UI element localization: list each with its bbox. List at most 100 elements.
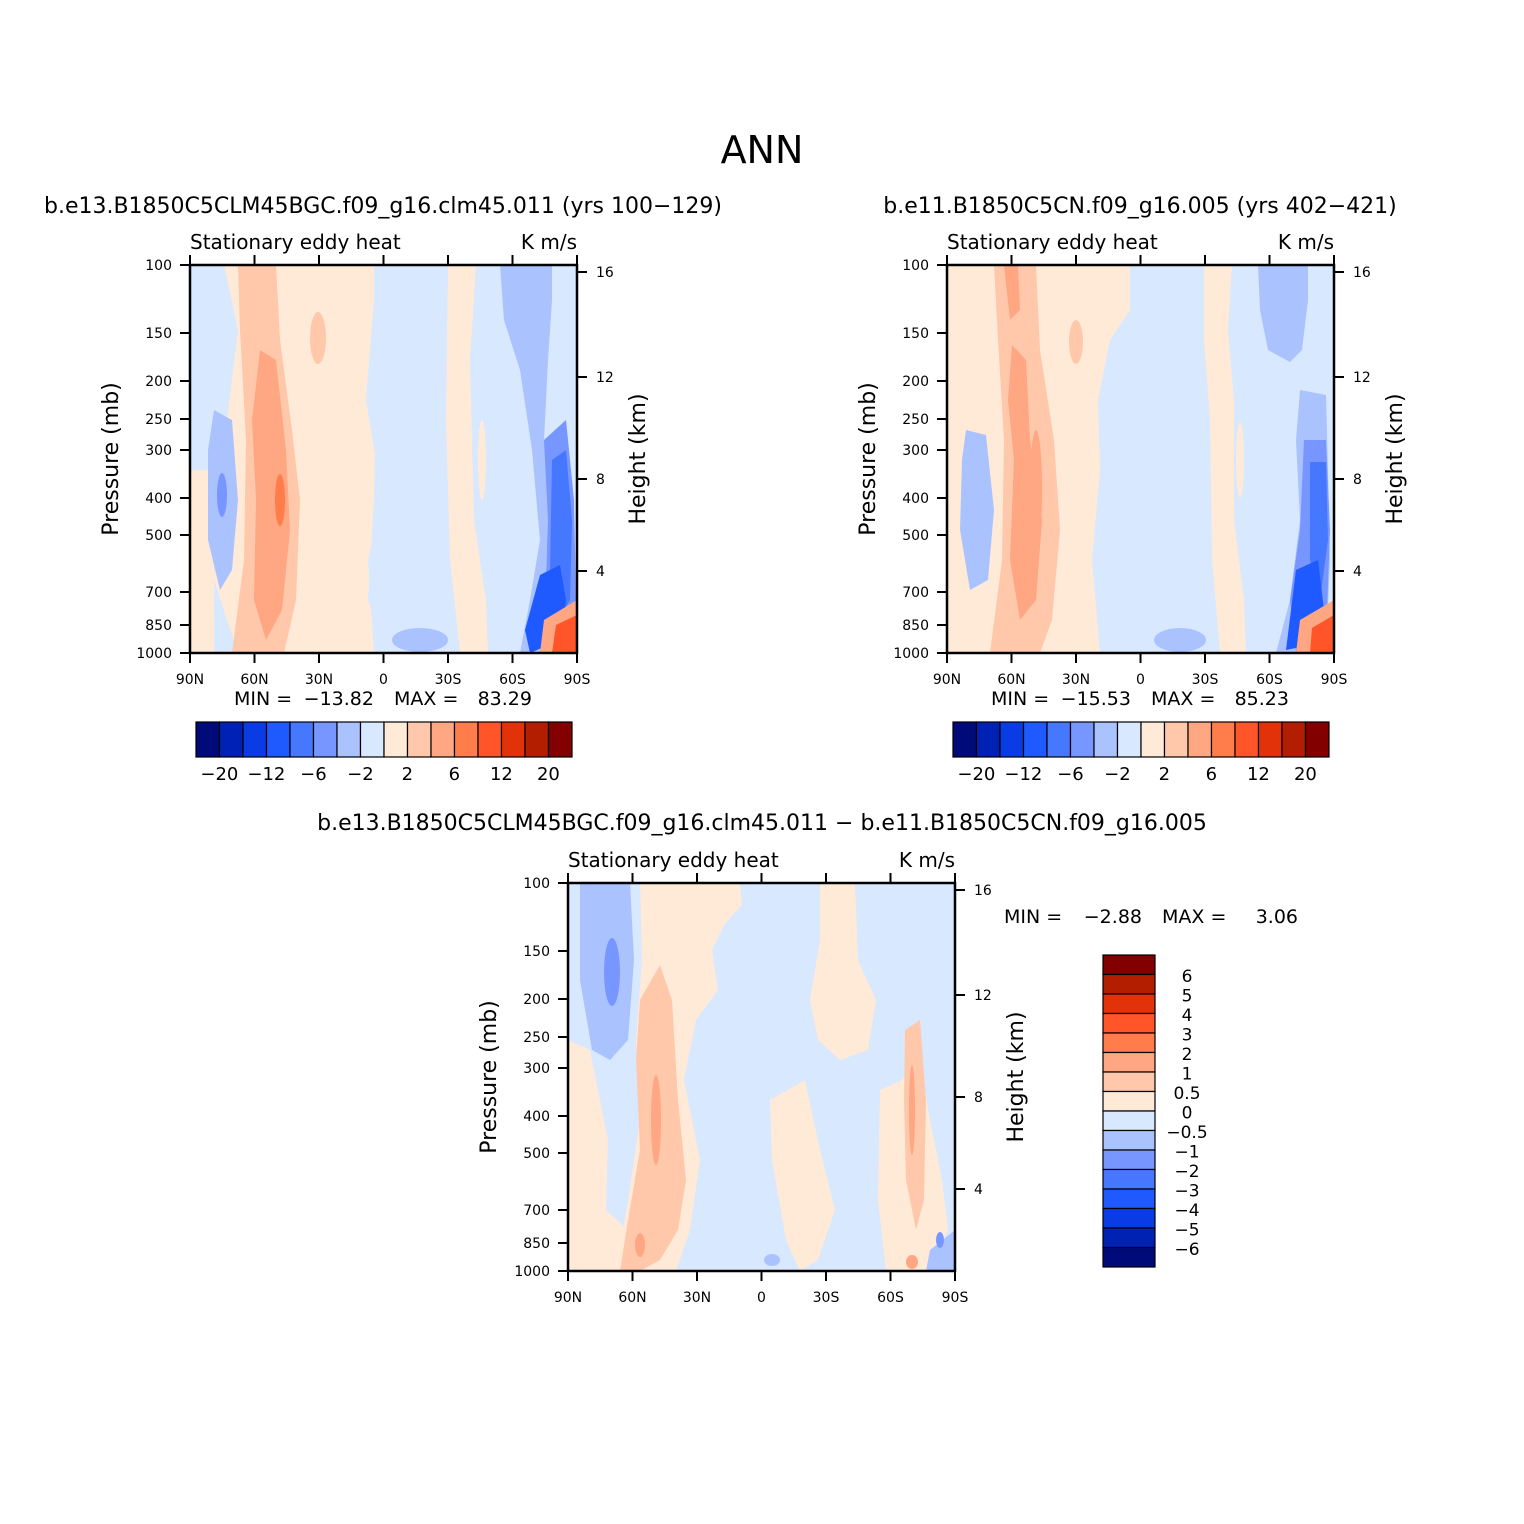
- colorbar-swatch: [336, 721, 362, 758]
- colorbar-label: −12: [247, 764, 285, 785]
- colorbar-label: 12: [490, 764, 513, 785]
- contour-field: [947, 265, 1334, 653]
- colorbar-label: −20: [200, 764, 238, 785]
- colorbar-swatch: [1102, 954, 1156, 976]
- colorbar-swatch: [1210, 721, 1236, 758]
- colorbar-swatch: [1102, 1051, 1156, 1073]
- colorbar-swatch: [1257, 721, 1283, 758]
- colorbar-swatch: [1102, 1110, 1156, 1132]
- colorbar-swatch: [312, 721, 338, 758]
- max-value: 83.29: [478, 688, 532, 710]
- panel-title: b.e11.B1850C5CN.f09_g16.005 (yrs 402−421…: [883, 194, 1397, 219]
- colorbar-swatch: [1163, 721, 1189, 758]
- colorbar-swatch: [1102, 1090, 1156, 1112]
- colorbar-swatch: [1102, 1071, 1156, 1093]
- colorbar-swatch: [952, 721, 978, 758]
- left-string: Stationary eddy heat: [568, 848, 779, 872]
- y-tick-label: 400: [523, 1109, 550, 1125]
- colorbar-label: −6: [300, 764, 327, 785]
- colorbar-swatch: [1022, 721, 1048, 758]
- x-tick-label: 30S: [813, 1290, 840, 1306]
- colorbar-label: −2: [1174, 1162, 1199, 1182]
- y2-axis: 16 12 8 4 Height (km): [577, 265, 651, 580]
- y-tick-label: 100: [523, 876, 550, 892]
- y-tick-label: 300: [145, 443, 172, 459]
- y2-tick-label: 12: [974, 988, 992, 1004]
- x-tick-label: 90N: [933, 672, 961, 688]
- colorbar-swatch: [289, 721, 315, 758]
- y2-tick-label: 4: [974, 1182, 983, 1198]
- y2-tick-label: 4: [596, 564, 605, 580]
- colorbar-swatch: [1102, 1012, 1156, 1034]
- right-string: K m/s: [899, 848, 955, 872]
- y2-axis-label: Height (km): [1004, 1011, 1029, 1142]
- y2-tick-label: 8: [1353, 472, 1362, 488]
- colorbar-swatch: [1093, 721, 1119, 758]
- x-tick-label: 0: [757, 1290, 766, 1306]
- colorbar-swatch: [975, 721, 1001, 758]
- colorbar-label: 6: [1206, 764, 1217, 785]
- x-axis: 90N 60N 30N 0 30S 60S 90S: [933, 255, 1347, 688]
- contour-field: [568, 883, 955, 1271]
- colorbar-label: 20: [537, 764, 560, 785]
- y2-axis: 16 12 8 4 Height (km): [1334, 265, 1408, 580]
- y-axis-label: Pressure (mb): [856, 382, 881, 536]
- y-tick-label: 150: [523, 944, 550, 960]
- colorbar-labels: −20 −12 −6 −2 2 6 12 20: [200, 764, 559, 785]
- colorbar-swatch: [453, 721, 479, 758]
- colorbar-swatch: [1281, 721, 1307, 758]
- colorbar-swatch: [383, 721, 409, 758]
- y-axis: 100 150 200 250 300 400 500 700 850 1000…: [856, 258, 947, 662]
- colorbar-swatch: [218, 721, 244, 758]
- y-tick-label: 100: [902, 258, 929, 274]
- y2-tick-label: 4: [1353, 564, 1362, 580]
- x-tick-label: 30S: [1192, 672, 1219, 688]
- y-tick-label: 200: [145, 374, 172, 390]
- y2-tick-label: 16: [1353, 265, 1371, 281]
- colorbar-swatch: [524, 721, 550, 758]
- y-tick-label: 250: [902, 412, 929, 428]
- x-tick-label: 30N: [683, 1290, 711, 1306]
- left-string: Stationary eddy heat: [190, 230, 401, 254]
- colorbar-label: 3: [1182, 1026, 1193, 1046]
- x-tick-label: 60S: [1256, 672, 1283, 688]
- max-label: MAX =: [1151, 688, 1215, 710]
- y2-axis-label: Height (km): [626, 393, 651, 524]
- y-tick-label: 150: [902, 326, 929, 342]
- y2-tick-label: 16: [596, 265, 614, 281]
- colorbar-label: 12: [1247, 764, 1270, 785]
- y-tick-label: 300: [902, 443, 929, 459]
- panel-model-1: b.e13.B1850C5CLM45BGC.f09_g16.clm45.011 …: [44, 194, 722, 785]
- y-tick-label: 1000: [514, 1264, 550, 1280]
- colorbar-swatch: [195, 721, 221, 758]
- contour-field: [190, 265, 577, 653]
- colorbar-swatch: [1304, 721, 1330, 758]
- colorbar-swatch: [1102, 1129, 1156, 1151]
- min-value: −15.53: [1061, 688, 1131, 710]
- colorbar-swatch: [999, 721, 1025, 758]
- y-tick-label: 400: [145, 491, 172, 507]
- colorbar-label: 1: [1182, 1065, 1193, 1085]
- colorbar: [952, 721, 1330, 758]
- y-axis: 100 150 200 250 300 400 500 700 850 1000…: [99, 258, 190, 662]
- panel-title: b.e13.B1850C5CLM45BGC.f09_g16.clm45.011 …: [44, 194, 722, 219]
- y-tick-label: 500: [902, 528, 929, 544]
- x-axis: 90N 60N 30N 0 30S 60S 90S: [554, 873, 968, 1306]
- y2-tick-label: 12: [596, 370, 614, 386]
- min-label: MIN =: [991, 688, 1049, 710]
- colorbar-labels: 6 5 4 3 2 1 0.5 0 −0.5 −1 −2 −3 −4 −5 −6: [1166, 967, 1207, 1260]
- min-value: −13.82: [304, 688, 374, 710]
- colorbar-label: −4: [1174, 1201, 1199, 1221]
- x-tick-label: 30N: [1062, 672, 1090, 688]
- y-tick-label: 700: [523, 1203, 550, 1219]
- colorbar-label: −2: [347, 764, 374, 785]
- figure-title: ANN: [721, 128, 804, 172]
- colorbar-swatch: [1187, 721, 1213, 758]
- colorbar-label: 6: [1182, 967, 1193, 987]
- colorbar-label: −6: [1057, 764, 1084, 785]
- colorbar-swatch: [359, 721, 385, 758]
- y-tick-label: 400: [902, 491, 929, 507]
- colorbar-labels: −20 −12 −6 −2 2 6 12 20: [957, 764, 1316, 785]
- colorbar-swatch: [1102, 1207, 1156, 1229]
